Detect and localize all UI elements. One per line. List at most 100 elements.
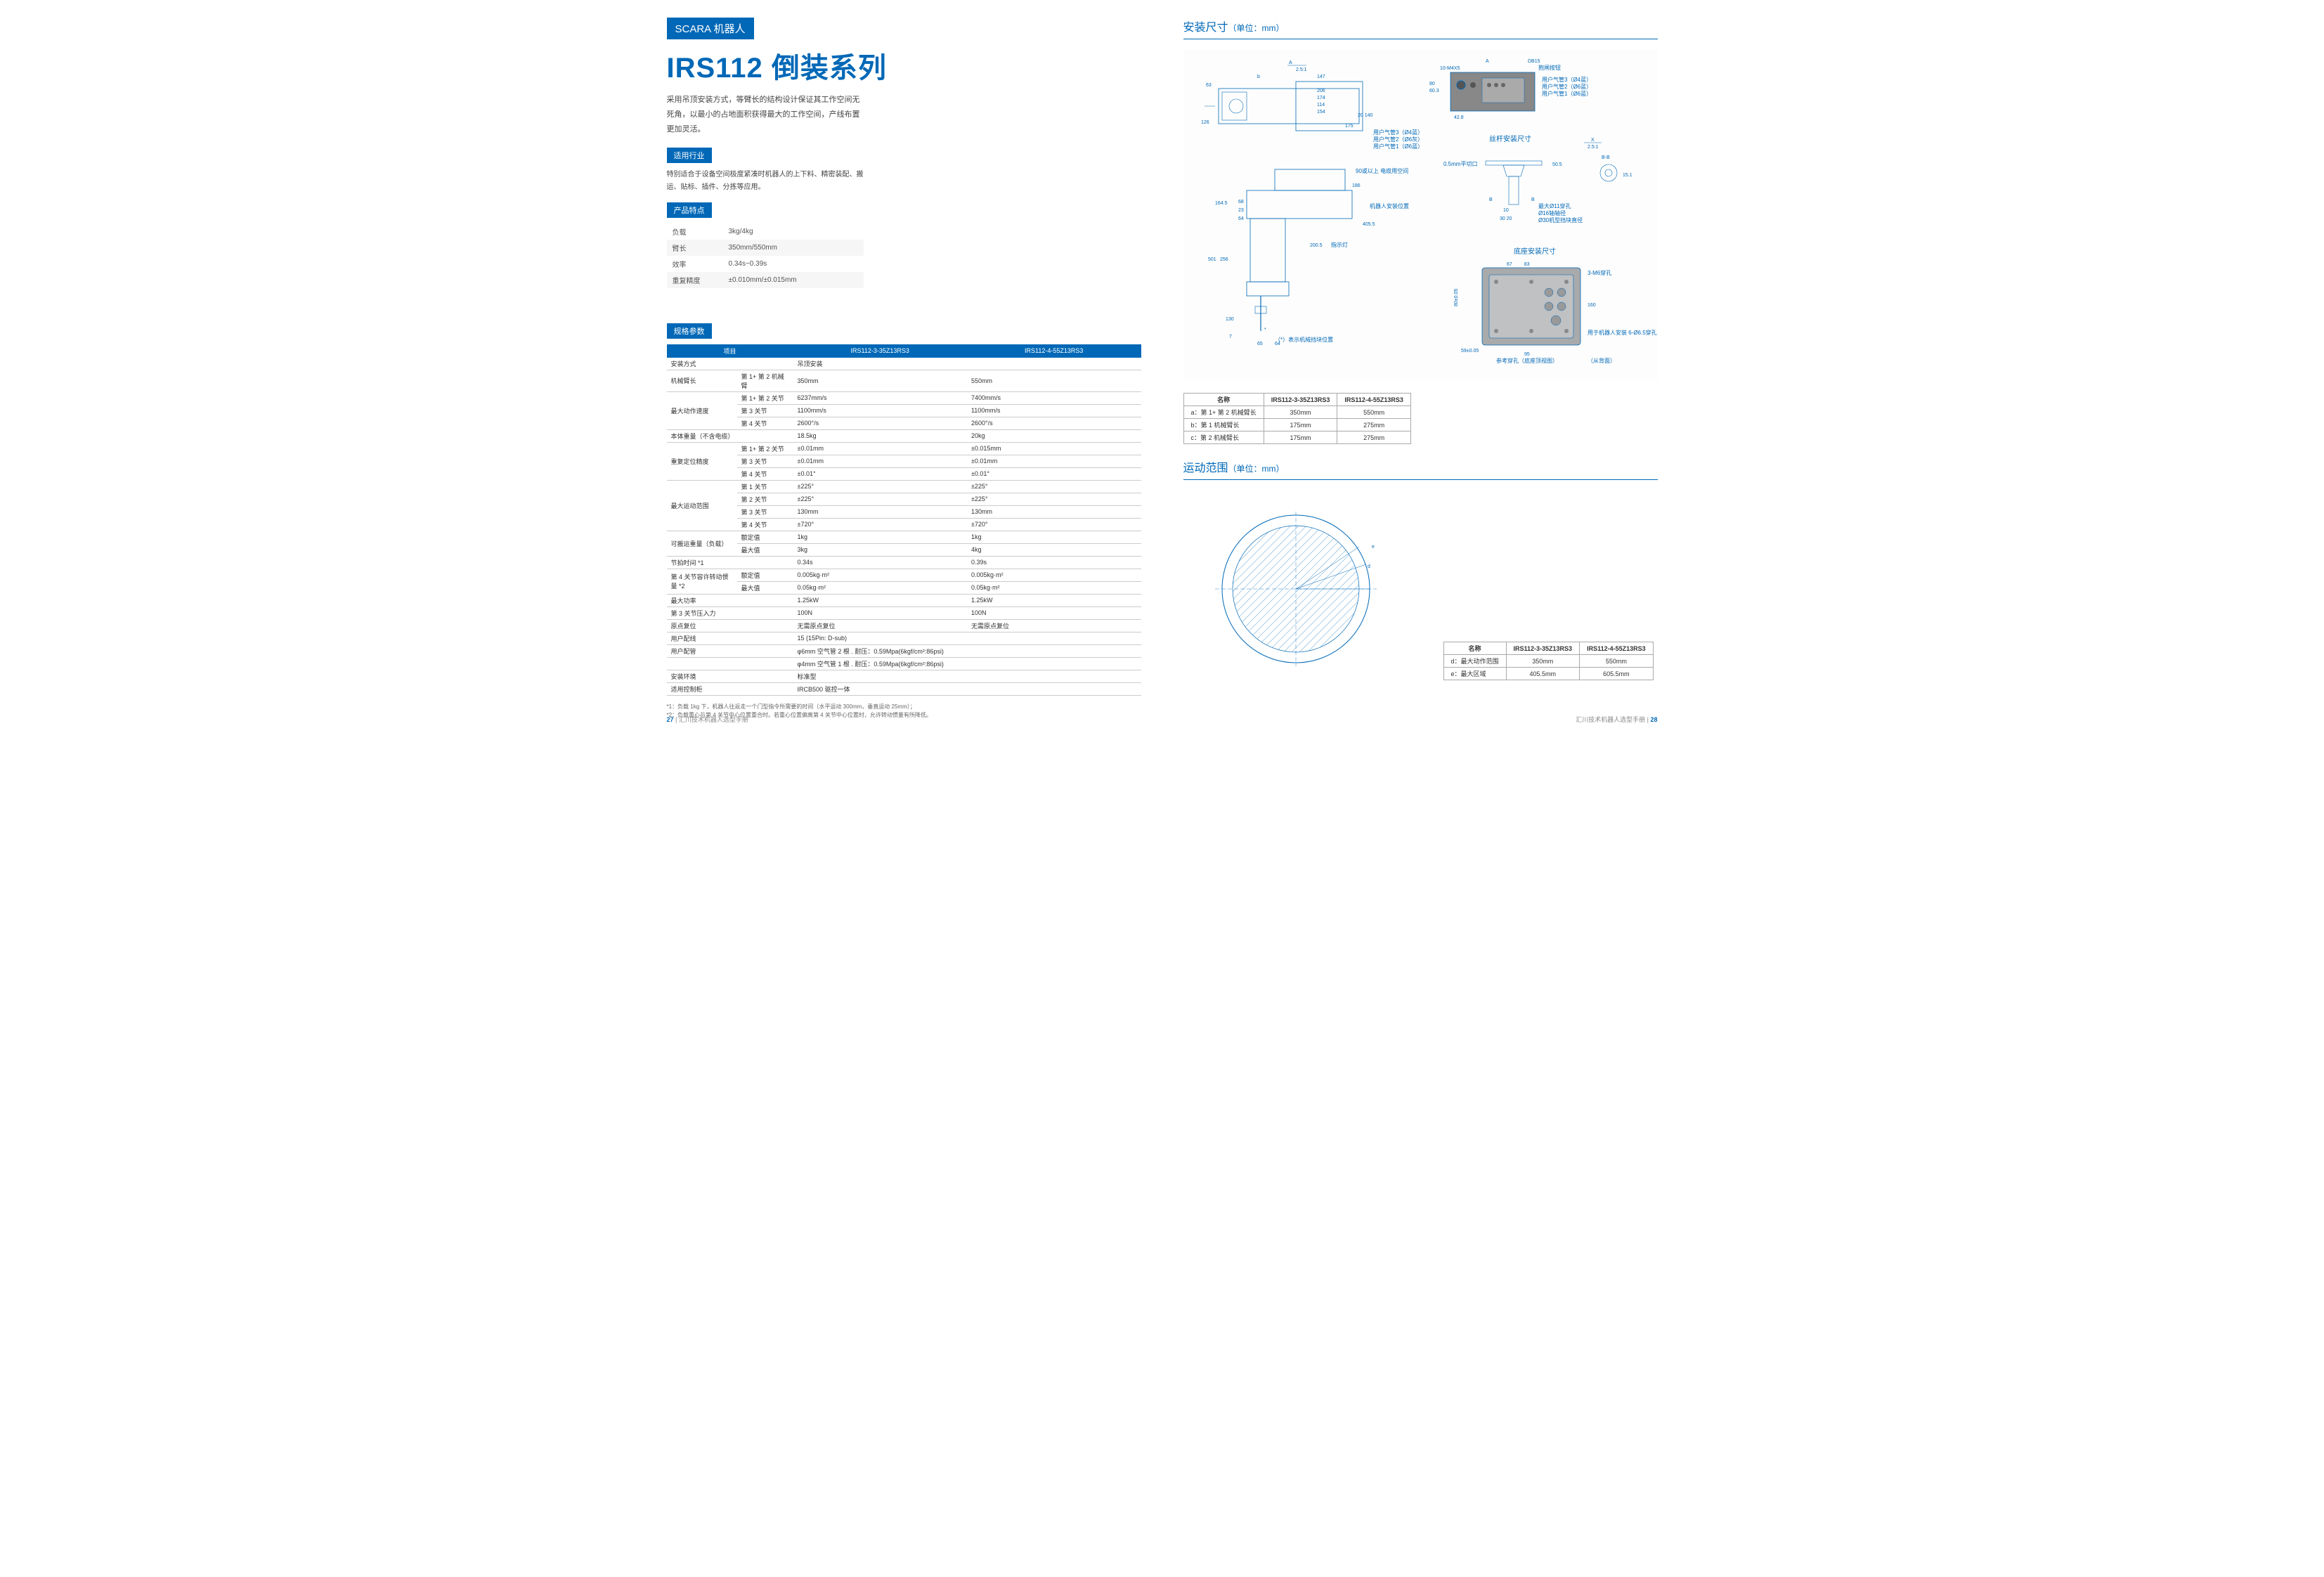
table-row: 最大值0.05kg·m²0.05kg·m² (667, 581, 1141, 594)
spec-table: 项目 IRS112-3-35Z13RS3 IRS112-4-55Z13RS3 安… (667, 344, 1141, 696)
table-row: 安装方式吊顶安装 (667, 358, 1141, 370)
svg-text:160: 160 (1588, 303, 1596, 308)
svg-text:68: 68 (1238, 200, 1244, 205)
dims-table: 名称 IRS112-3-35Z13RS3 IRS112-4-55Z13RS3 a… (1183, 393, 1411, 444)
table-row: 第 4 关节容许转动惯量 *2额定值0.005kg·m²0.005kg·m² (667, 569, 1141, 581)
industry-label: 适用行业 (667, 148, 712, 163)
svg-text:164.5: 164.5 (1215, 201, 1228, 206)
svg-text:64: 64 (1238, 216, 1244, 221)
table-row: 第 4 关节±720°±720° (667, 518, 1141, 531)
table-row: 第 3 关节1100mm/s1100mm/s (667, 404, 1141, 417)
svg-text:10-M4X5: 10-M4X5 (1440, 66, 1460, 71)
svg-text:丝杆安装尺寸: 丝杆安装尺寸 (1489, 134, 1531, 143)
svg-text:256: 256 (1220, 257, 1228, 262)
svg-text:59±0.05: 59±0.05 (1461, 349, 1479, 353)
table-row: 臂长350mm/550mm (667, 240, 864, 256)
svg-text:用户气管1（Ø6蓝）: 用户气管1（Ø6蓝） (1373, 143, 1423, 150)
svg-text:A: A (1486, 59, 1489, 64)
svg-text:405.5: 405.5 (1363, 222, 1375, 227)
svg-text:用户气管3（Ø4蓝）: 用户气管3（Ø4蓝） (1542, 76, 1592, 83)
table-row: 最大运动范围第 1 关节±225°±225° (667, 480, 1141, 493)
table-row: 第 4 关节2600°/s2600°/s (667, 417, 1141, 429)
svg-text:175: 175 (1345, 124, 1353, 129)
table-row: 最大值3kg4kg (667, 543, 1141, 556)
page-number-right: 汇川技术机器人选型手册 | 28 (1576, 715, 1657, 724)
svg-text:B: B (1489, 197, 1493, 202)
svg-text:0.5mm平切口: 0.5mm平切口 (1443, 161, 1477, 167)
table-row: 用户配管φ6mm 空气管 2 根 . 耐压：0.59Mpa(6kgf/cm²:8… (667, 644, 1141, 657)
svg-text:2.5:1: 2.5:1 (1296, 67, 1307, 72)
installation-diagram: A 2.5:1 63 b 147 206 174 114 154 175 126… (1183, 50, 1658, 380)
product-title: IRS112 倒装系列 (667, 45, 1141, 86)
table-row: d：最大动作范围350mm550mm (1443, 655, 1653, 668)
features-label: 产品特点 (667, 202, 712, 218)
svg-text:B: B (1531, 197, 1535, 202)
table-row: 用户配线15 (15Pin: D-sub) (667, 632, 1141, 644)
table-row: 适用控制柜IRCB500 驱控一体 (667, 682, 1141, 695)
svg-text:2.5:1: 2.5:1 (1588, 145, 1599, 150)
svg-text:95: 95 (1524, 352, 1530, 357)
table-row: 本体重量（不含电缆）18.5kg20kg (667, 429, 1141, 442)
svg-text:50.5: 50.5 (1552, 162, 1562, 167)
svg-text:INOVANCE: INOVANCE (876, 205, 897, 209)
table-row: 第 3 关节压入力100N100N (667, 606, 1141, 619)
table-row: 安装环境标准型 (667, 670, 1141, 682)
svg-text:用于机器人安装 6-Ø6.5穿孔 Ø11沉孔深6.5: 用于机器人安装 6-Ø6.5穿孔 Ø11沉孔深6.5 (1588, 329, 1658, 336)
table-row: b：第 1 机械臂长175mm275mm (1183, 419, 1410, 431)
table-row: a：第 1+ 第 2 机械臂长350mm550mm (1183, 406, 1410, 419)
svg-text:用户气管3（Ø4蓝）: 用户气管3（Ø4蓝） (1373, 129, 1423, 136)
table-row: 第 4 关节±0.01°±0.01° (667, 467, 1141, 480)
divider (1183, 479, 1658, 480)
table-row: 原点复位无需原点复位无需原点复位 (667, 619, 1141, 632)
svg-text:*: * (1264, 327, 1266, 332)
svg-text:（*）表示机械挡块位置: （*）表示机械挡块位置 (1275, 336, 1333, 343)
svg-text:用户气管2（Ø6灰）: 用户气管2（Ø6灰） (1373, 136, 1423, 143)
svg-text:23: 23 (1238, 208, 1244, 213)
svg-text:42.8: 42.8 (1454, 115, 1464, 120)
svg-text:X: X (1591, 138, 1595, 143)
page-left: INOVANCE INOVANCE SCARA 机器人 IRS112 倒装系列 … (646, 0, 1162, 731)
svg-text:20 140: 20 140 (1358, 113, 1373, 118)
svg-text:60.3: 60.3 (1429, 89, 1439, 93)
dims-title: 安装尺寸（单位：mm） (1183, 18, 1658, 34)
svg-text:174: 174 (1317, 96, 1325, 100)
table-row: 第 3 关节±0.01mm±0.01mm (667, 455, 1141, 467)
table-row: 第 3 关节130mm130mm (667, 505, 1141, 518)
svg-text:INOVANCE: INOVANCE (1011, 150, 1040, 156)
svg-text:A: A (1289, 60, 1292, 65)
svg-text:67 83: 67 83 (1507, 262, 1530, 267)
svg-text:30 20: 30 20 (1500, 216, 1512, 221)
table-row: e：最大区域405.5mm605.5mm (1443, 668, 1653, 680)
svg-text:B-B: B-B (1602, 155, 1610, 160)
svg-text:用户气管1（Ø6蓝）: 用户气管1（Ø6蓝） (1542, 90, 1592, 97)
svg-text:90或以上 电缆用空间: 90或以上 电缆用空间 (1356, 167, 1408, 174)
table-row: 可搬运重量（负载）额定值1kg1kg (667, 531, 1141, 543)
table-row: c：第 2 机械臂长175mm275mm (1183, 431, 1410, 444)
svg-text:147: 147 (1317, 74, 1325, 79)
spec-label: 规格参数 (667, 323, 712, 339)
svg-text:e: e (1372, 545, 1375, 550)
svg-text:DB15: DB15 (1528, 59, 1540, 64)
motion-title: 运动范围（单位：mm） (1183, 458, 1658, 475)
table-row: 负载3kg/4kg (667, 223, 864, 240)
svg-text:b: b (1257, 74, 1260, 79)
svg-text:指示灯: 指示灯 (1331, 241, 1348, 248)
svg-text:80±0.05: 80±0.05 (1454, 289, 1459, 306)
svg-text:206: 206 (1317, 89, 1325, 93)
table-row: 机械臂长第 1+ 第 2 机械臂350mm550mm (667, 370, 1141, 391)
table-row: 最大动作速度第 1+ 第 2 关节6237mm/s7400mm/s (667, 391, 1141, 404)
svg-text:130: 130 (1226, 317, 1234, 322)
motion-table: 名称 IRS112-3-35Z13RS3 IRS112-4-55Z13RS3 d… (1443, 642, 1654, 680)
controller-illustration: INOVANCE (867, 200, 994, 278)
svg-text:63: 63 (1206, 83, 1212, 88)
svg-text:186: 186 (1352, 183, 1361, 188)
table-row: 节拍时间 *10.34s0.39s (667, 556, 1141, 569)
svg-text:Ø30机型挡块直径: Ø30机型挡块直径 (1538, 216, 1583, 223)
table-row: 重复定位精度第 1+ 第 2 关节±0.01mm±0.015mm (667, 442, 1141, 455)
intro-text: 采用吊顶安装方式，等臂长的结构设计保证其工作空间无死角，以最小的占地面积获得最大… (667, 93, 864, 137)
svg-text:10: 10 (1503, 208, 1509, 213)
svg-text:3-M6穿孔: 3-M6穿孔 (1588, 269, 1611, 276)
svg-text:114: 114 (1317, 103, 1325, 108)
industry-text: 特别适合于设备空间极度紧凑时机器人的上下料、精密装配、搬运、贴标、插件、分拣等应… (667, 169, 864, 194)
svg-text:用户气管2（Ø6蓝）: 用户气管2（Ø6蓝） (1542, 83, 1592, 90)
